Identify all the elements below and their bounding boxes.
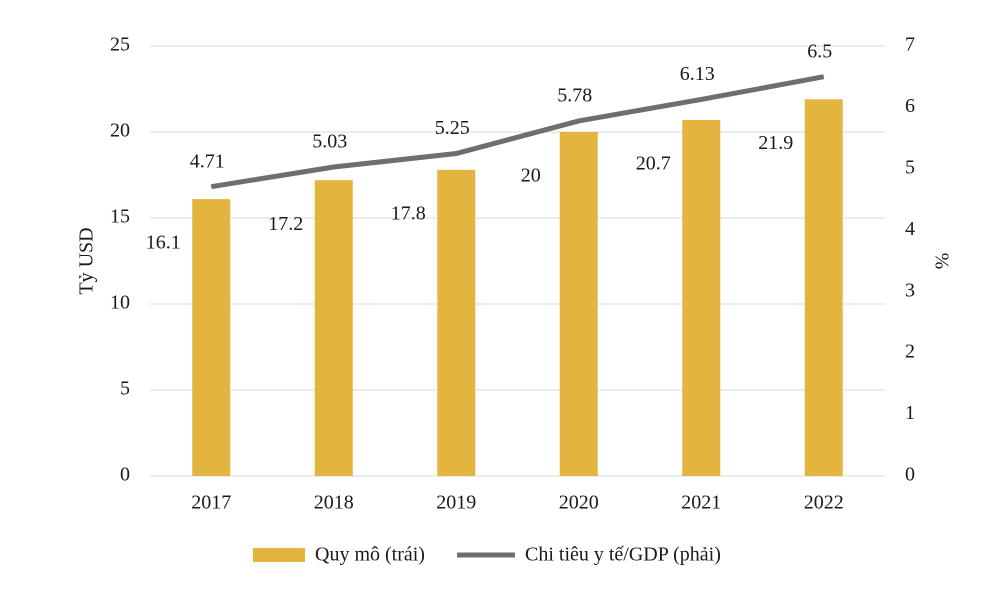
data-label: 6.13	[680, 63, 715, 85]
x-tick-label: 2017	[191, 492, 231, 514]
x-tick-label: 2021	[681, 492, 721, 514]
x-tick-label: 2020	[559, 492, 599, 514]
data-label: 17.8	[391, 202, 426, 224]
bar	[192, 199, 231, 476]
data-label: 20.7	[636, 153, 671, 175]
x-tick-label: 2018	[314, 492, 354, 514]
y-tick-label: 0	[120, 464, 130, 486]
y-axis-title: Tỷ USD	[76, 227, 98, 294]
y2-tick-label: 2	[905, 341, 915, 363]
data-label: 5.78	[557, 85, 592, 107]
bar	[437, 169, 476, 476]
legend-label: Chi tiêu y tế/GDP (phải)	[525, 544, 721, 566]
y2-tick-label: 1	[905, 402, 915, 424]
y-tick-label: 20	[110, 120, 130, 142]
legend-swatch	[253, 548, 305, 562]
bar	[314, 180, 353, 476]
x-tick-label: 2022	[804, 492, 844, 514]
y-tick-label: 25	[110, 34, 130, 56]
y2-tick-label: 7	[905, 34, 915, 56]
line	[210, 74, 825, 190]
y2-tick-label: 0	[905, 464, 915, 486]
bar	[804, 99, 843, 476]
bar	[559, 132, 598, 476]
data-label: 6.5	[807, 40, 832, 62]
y2-tick-label: 3	[905, 279, 915, 301]
data-label: 20	[521, 165, 541, 187]
y-tick-label: 15	[110, 206, 130, 228]
data-label: 5.25	[435, 117, 470, 139]
legend-label: Quy mô (trái)	[315, 544, 425, 566]
y2-tick-label: 4	[905, 218, 915, 240]
data-label: 5.03	[312, 131, 347, 153]
data-label: 16.1	[146, 232, 181, 254]
bar	[682, 119, 721, 477]
y2-axis-title: %	[930, 253, 952, 270]
data-label: 17.2	[268, 213, 303, 235]
y2-tick-label: 5	[905, 156, 915, 178]
data-label: 4.71	[190, 150, 225, 172]
y2-tick-label: 6	[905, 95, 915, 117]
data-label: 21.9	[758, 132, 793, 154]
x-tick-label: 2019	[436, 492, 476, 514]
y-tick-label: 10	[110, 292, 130, 314]
y-tick-label: 5	[120, 378, 130, 400]
